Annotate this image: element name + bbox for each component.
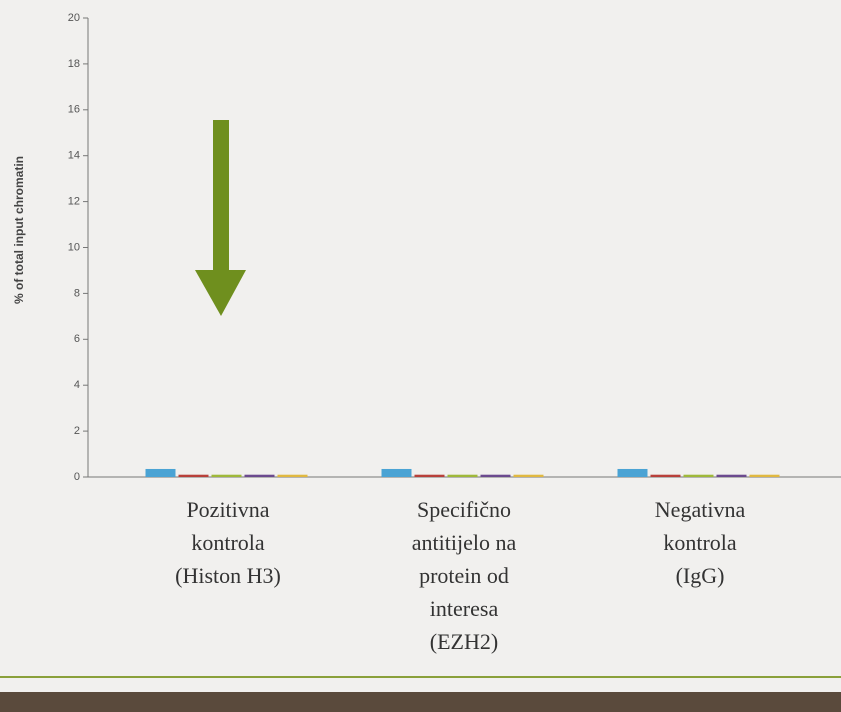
y-tick-label: 6: [74, 333, 80, 345]
arrow-head: [195, 270, 246, 316]
y-tick-label: 18: [68, 58, 80, 70]
x-tick-label: Pozitivna kontrola (Histon H3): [175, 497, 281, 588]
bar: [244, 474, 275, 477]
bar: [749, 474, 780, 477]
bar: [480, 474, 511, 477]
bar: [381, 468, 412, 477]
bar: [447, 474, 478, 477]
bar: [683, 474, 714, 477]
bar: [178, 474, 209, 477]
bar: [513, 474, 544, 477]
bar: [716, 474, 747, 477]
y-tick-label: 12: [68, 196, 80, 208]
bar: [414, 474, 445, 477]
y-axis-title: % of total input chromatin: [12, 156, 26, 304]
bar: [211, 474, 242, 477]
y-tick-label: 14: [68, 150, 80, 162]
bar: [650, 474, 681, 477]
y-tick-label: 8: [74, 287, 80, 299]
y-tick-label: 20: [68, 12, 80, 24]
y-tick-label: 4: [74, 379, 80, 391]
bar: [145, 468, 176, 477]
y-tick-label: 16: [68, 104, 80, 116]
bar: [617, 468, 648, 477]
bottom-band: [0, 692, 841, 712]
bar: [277, 474, 308, 477]
x-tick-label: Specifično antitijelo na protein od inte…: [411, 497, 517, 654]
y-tick-label: 0: [74, 471, 80, 483]
x-tick-label: Negativna kontrola (IgG): [654, 497, 746, 588]
y-tick-label: 10: [68, 241, 80, 253]
arrow-shaft: [213, 120, 229, 272]
y-tick-label: 2: [74, 425, 80, 437]
